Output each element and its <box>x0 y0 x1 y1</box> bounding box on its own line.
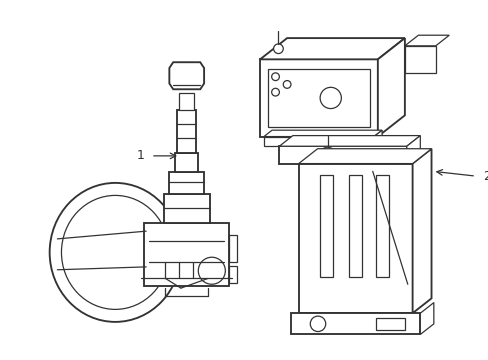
Bar <box>404 46 435 73</box>
Bar <box>348 175 362 276</box>
Ellipse shape <box>61 195 169 309</box>
Bar <box>169 172 203 194</box>
Polygon shape <box>169 62 203 89</box>
Polygon shape <box>412 149 430 313</box>
Circle shape <box>283 81 290 88</box>
Bar <box>260 59 377 136</box>
Bar <box>264 136 373 146</box>
Circle shape <box>320 87 341 109</box>
Polygon shape <box>404 35 448 46</box>
Bar <box>298 163 412 313</box>
Bar <box>319 175 333 276</box>
Polygon shape <box>420 303 433 334</box>
Polygon shape <box>260 38 404 59</box>
Circle shape <box>271 73 279 81</box>
Polygon shape <box>264 130 381 136</box>
Circle shape <box>310 316 325 332</box>
Circle shape <box>271 88 279 96</box>
Bar <box>177 111 196 153</box>
Polygon shape <box>298 149 430 163</box>
Bar <box>279 146 406 163</box>
Circle shape <box>198 257 225 284</box>
Ellipse shape <box>50 183 181 322</box>
Circle shape <box>319 147 335 163</box>
Text: 1: 1 <box>136 149 144 162</box>
Circle shape <box>323 151 331 159</box>
Polygon shape <box>406 136 420 163</box>
Bar <box>144 224 229 286</box>
Polygon shape <box>279 136 420 146</box>
Bar <box>229 266 236 283</box>
Bar <box>375 175 388 276</box>
Bar <box>179 93 194 111</box>
Bar <box>229 235 236 262</box>
Bar <box>375 318 404 330</box>
Polygon shape <box>377 38 404 136</box>
Circle shape <box>273 44 283 54</box>
Bar <box>163 194 209 224</box>
Polygon shape <box>373 130 381 146</box>
Bar <box>290 313 420 334</box>
Bar <box>175 153 198 172</box>
Bar <box>267 69 369 127</box>
Text: 2: 2 <box>482 170 488 183</box>
